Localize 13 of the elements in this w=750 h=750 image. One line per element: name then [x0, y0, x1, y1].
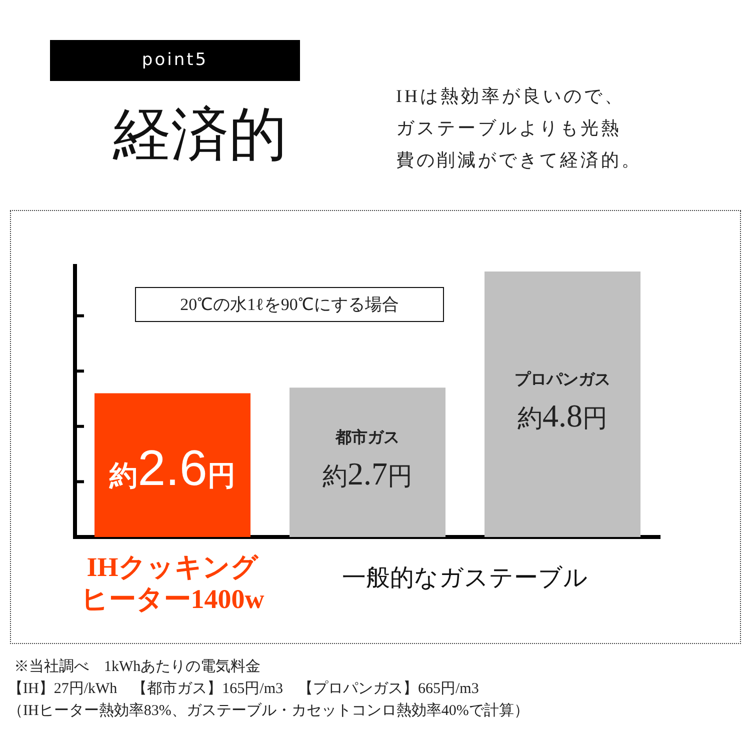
chart-title: 経済的	[112, 101, 288, 169]
text: ※当社調べ 1kWhあたりの電気料金	[14, 658, 261, 677]
chart-subtitle: IHは熱効率が良いので、ガステーブルよりも光熱費の削減ができて経済的。	[396, 85, 642, 172]
data-label: 約4.8円	[518, 397, 608, 434]
data-label: 約2.7円	[322, 455, 412, 492]
x-tick-label: 都市ガス	[334, 427, 400, 446]
x-tick-label: IHクッキングヒーター1400w	[80, 552, 265, 614]
text: （IHヒーター熱効率83%、ガステーブル・カセットコンロ熱効率40%で計算）	[8, 701, 529, 721]
text: 一般的なガステーブル	[342, 564, 588, 592]
text: 【IH】27円/kWh 【都市ガス】165円/m3 【プロパンガス】665円/m3	[8, 679, 479, 699]
data-label: 約2.6円	[108, 440, 236, 496]
x-tick-label: プロパンガス	[514, 369, 610, 388]
text: point5	[50, 40, 300, 81]
